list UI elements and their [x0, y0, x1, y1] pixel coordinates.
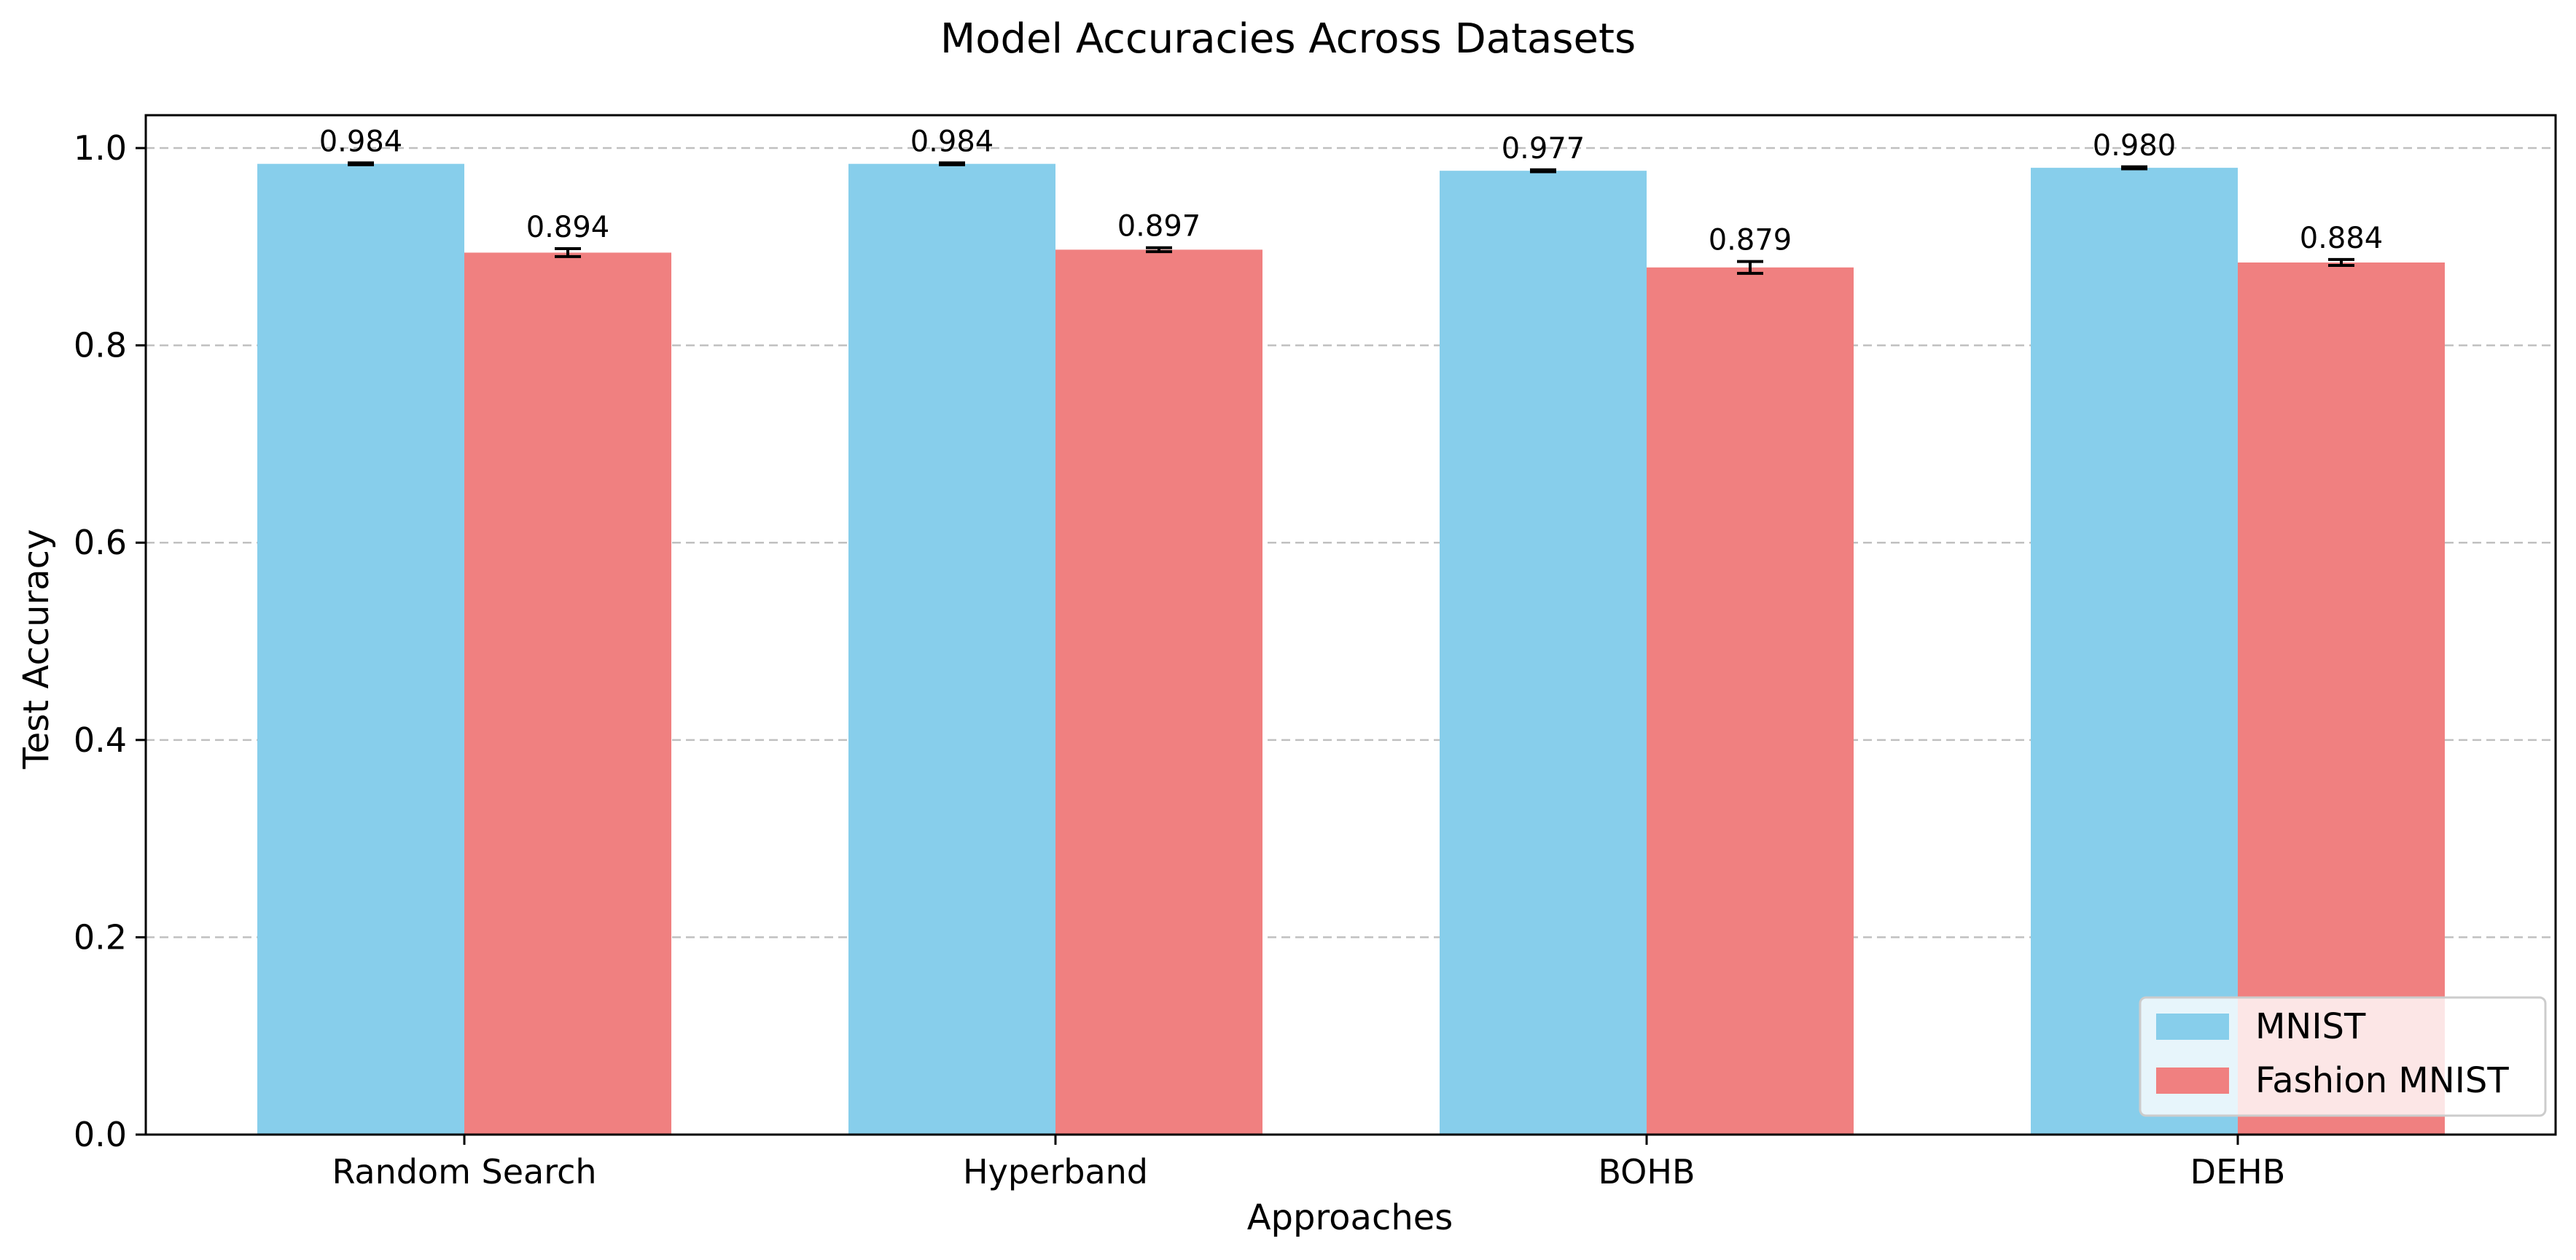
y-tick-label: 1.0 — [74, 128, 127, 168]
y-tick-label: 0.2 — [74, 917, 127, 957]
bar-fashion-mnist — [2238, 262, 2445, 1135]
legend-label: Fashion MNIST — [2255, 1060, 2509, 1101]
bar-mnist — [1440, 171, 1647, 1135]
y-tick-label: 0.0 — [74, 1115, 127, 1154]
bar-value-label: 0.884 — [2300, 222, 2384, 255]
bar-mnist — [2031, 168, 2238, 1135]
bar-value-label: 0.977 — [1502, 132, 1585, 166]
y-tick-label: 0.6 — [74, 523, 127, 562]
chart-title: Model Accuracies Across Datasets — [940, 15, 1636, 63]
y-tick-label: 0.8 — [74, 326, 127, 365]
bar-mnist — [848, 163, 1055, 1135]
bar-fashion-mnist — [1055, 249, 1262, 1135]
legend: MNIST Fashion MNIST — [2139, 996, 2547, 1117]
legend-swatch-fashion-mnist — [2156, 1068, 2229, 1094]
bar-value-label: 0.894 — [526, 211, 610, 244]
bar-fashion-mnist — [1647, 267, 1854, 1135]
y-tick-label: 0.4 — [74, 720, 127, 760]
legend-swatch-mnist — [2156, 1014, 2229, 1040]
plot-frame — [144, 114, 2557, 1136]
bar-fashion-mnist — [464, 252, 671, 1135]
bar-value-label: 0.984 — [319, 125, 403, 158]
plot-area: 0.0 0.2 0.4 0.6 0.8 1.0 0.984 0.894 Random Searc… — [74, 114, 2557, 1191]
x-tick-label: Random Search — [332, 1152, 596, 1191]
y-axis-label: Test Accuracy — [16, 529, 57, 770]
bar-value-label: 0.879 — [1709, 224, 1792, 257]
legend-box — [2139, 996, 2547, 1117]
legend-label: MNIST — [2255, 1006, 2366, 1047]
x-axis-label: Approaches — [1247, 1197, 1453, 1238]
x-tick-label: DEHB — [2190, 1152, 2286, 1191]
bar-value-label: 0.980 — [2093, 129, 2177, 163]
x-tick-label: Hyperband — [963, 1152, 1148, 1191]
bar-mnist — [257, 163, 464, 1135]
bar-value-label: 0.984 — [910, 125, 994, 158]
bar-value-label: 0.897 — [1117, 210, 1201, 244]
x-tick-label: BOHB — [1598, 1152, 1695, 1191]
